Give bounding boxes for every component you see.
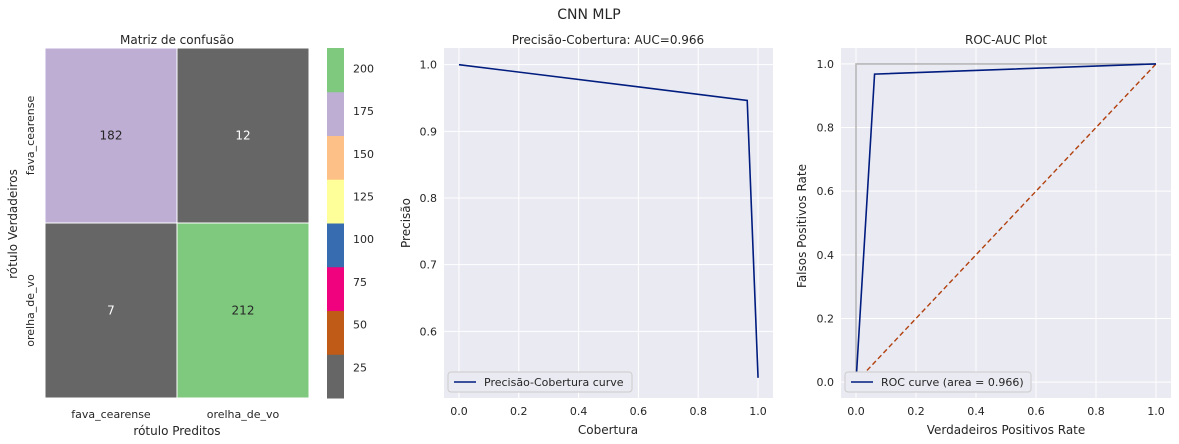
y-tick-label: 0.8: [420, 192, 438, 205]
heatmap-y-tick-label: fava_cearense: [24, 96, 37, 176]
roc-xlabel: Verdadeiros Positivos Rate: [927, 423, 1086, 437]
heatmap-y-tick-label: orelha_de_vo: [24, 274, 37, 347]
y-tick-label: 1.0: [420, 59, 438, 72]
colorbar-tick-label: 200: [353, 62, 374, 75]
colorbar-tick-label: 50: [353, 319, 367, 332]
pr-x-tick-labels: 0.0 0.2 0.4 0.6 0.8 1.0: [450, 405, 767, 418]
y-tick-label: 0.6: [420, 325, 438, 338]
colorbar-segment: [327, 310, 344, 355]
heatmap-cell-value: 182: [100, 129, 123, 143]
colorbar-tick-label: 150: [353, 148, 374, 161]
colorbar-segment: [327, 266, 344, 311]
y-tick-label: 1.0: [817, 58, 835, 71]
legend-label: ROC curve (area = 0.966): [881, 376, 1024, 389]
x-tick-label: 0.0: [450, 405, 468, 418]
y-tick-label: 0.4: [817, 249, 835, 262]
colorbar-segment: [327, 135, 344, 180]
colorbar-segment: [327, 354, 344, 399]
colorbar-tick-label: 125: [353, 191, 374, 204]
pr-title: Precisão-Cobertura: AUC=0.966: [512, 33, 704, 47]
pr-y-tick-labels: 0.6 0.7 0.8 0.9 1.0: [420, 59, 438, 339]
diagonal-reference-line: [855, 63, 1157, 383]
roc-title: ROC-AUC Plot: [965, 33, 1047, 47]
x-tick-label: 0.6: [1027, 405, 1045, 418]
y-tick-label: 0.6: [817, 185, 835, 198]
x-tick-label: 0.8: [1087, 405, 1105, 418]
pr-series: [458, 63, 759, 378]
heatmap-cell-value: 7: [107, 304, 115, 318]
heatmap-cell: [176, 222, 310, 399]
colorbar-tick-label: 25: [353, 361, 367, 374]
roc-ylabel: Falsos Positivos Rate: [795, 164, 809, 288]
perfect-classifier-line: [855, 63, 1156, 383]
pr-plot-area: [444, 48, 773, 398]
confusion-matrix-title: Matriz de confusão: [120, 33, 234, 47]
y-tick-label: 0.0: [817, 376, 835, 389]
confusion-matrix-xlabel: rótulo Preditos: [133, 424, 220, 438]
heatmap-x-tick-labels: fava_cearense orelha_de_vo: [71, 408, 279, 421]
legend-box: [447, 371, 633, 393]
colorbar-segment: [327, 48, 344, 93]
colorbar-tick-labels: 25 50 75 100 125 150 175 200: [353, 62, 374, 374]
figure-suptitle: CNN MLP: [557, 7, 621, 23]
confusion-matrix-panel: Matriz de confusão 182 12 7 212 fava_cearen…: [6, 33, 374, 438]
colorbar-segment: [327, 223, 344, 268]
heatmap-cell: [44, 47, 178, 224]
heatmap-x-tick-label: orelha_de_vo: [207, 408, 280, 421]
series-line: [458, 63, 759, 378]
roc-y-tick-labels: 0.0 0.2 0.4 0.6 0.8 1.0: [817, 58, 835, 389]
legend-label: Precisão-Cobertura curve: [484, 376, 624, 389]
y-tick-label: 0.7: [420, 259, 438, 272]
heatmap-cell: [176, 47, 310, 224]
colorbar-segment: [327, 91, 344, 136]
roc-series: [855, 63, 1157, 383]
heatmap-y-tick-labels: fava_cearense orelha_de_vo: [24, 96, 37, 347]
x-tick-label: 0.0: [847, 405, 865, 418]
pr-legend: Precisão-Cobertura curve: [447, 371, 633, 393]
x-tick-label: 0.4: [570, 405, 588, 418]
series-line: [855, 63, 1157, 383]
heatmap-cell-value: 12: [235, 129, 250, 143]
roc-x-tick-labels: 0.0 0.2 0.4 0.6 0.8 1.0: [847, 405, 1165, 418]
x-tick-label: 0.6: [630, 405, 648, 418]
roc-panel: 0.0 0.2 0.4 0.6 0.8 1.0 0.0 0.2 0.4 0.6 0.8 1.0 RO…: [795, 33, 1171, 437]
colorbar-tick-label: 175: [353, 105, 374, 118]
x-tick-label: 0.8: [689, 405, 707, 418]
legend-box: [844, 371, 1032, 393]
precision-recall-panel: 0.0 0.2 0.4 0.6 0.8 1.0 0.6 0.7 0.8 0.9 1.0 Preci…: [399, 33, 773, 437]
y-tick-label: 0.2: [817, 312, 835, 325]
pr-ylabel: Precisão: [399, 198, 413, 248]
y-tick-label: 0.9: [420, 125, 438, 138]
colorbar-segment: [327, 179, 344, 224]
pr-xlabel: Cobertura: [578, 423, 638, 437]
y-tick-label: 0.8: [817, 122, 835, 135]
colorbar: [327, 48, 344, 399]
heatmap-cell: [44, 222, 178, 399]
x-tick-label: 1.0: [1147, 405, 1165, 418]
pr-gridlines: [444, 48, 773, 398]
x-tick-label: 0.2: [510, 405, 528, 418]
heatmap-cells: 182 12 7 212: [44, 47, 310, 399]
roc-legend: ROC curve (area = 0.966): [844, 371, 1032, 393]
x-tick-label: 0.2: [907, 405, 925, 418]
colorbar-tick-label: 75: [353, 276, 367, 289]
colorbar-tick-label: 100: [353, 233, 374, 246]
x-tick-label: 1.0: [749, 405, 767, 418]
heatmap-x-tick-label: fava_cearense: [71, 408, 151, 421]
confusion-matrix-ylabel: rótulo Verdadeiros: [6, 169, 20, 279]
x-tick-label: 0.4: [967, 405, 985, 418]
heatmap-cell-value: 212: [232, 304, 255, 318]
